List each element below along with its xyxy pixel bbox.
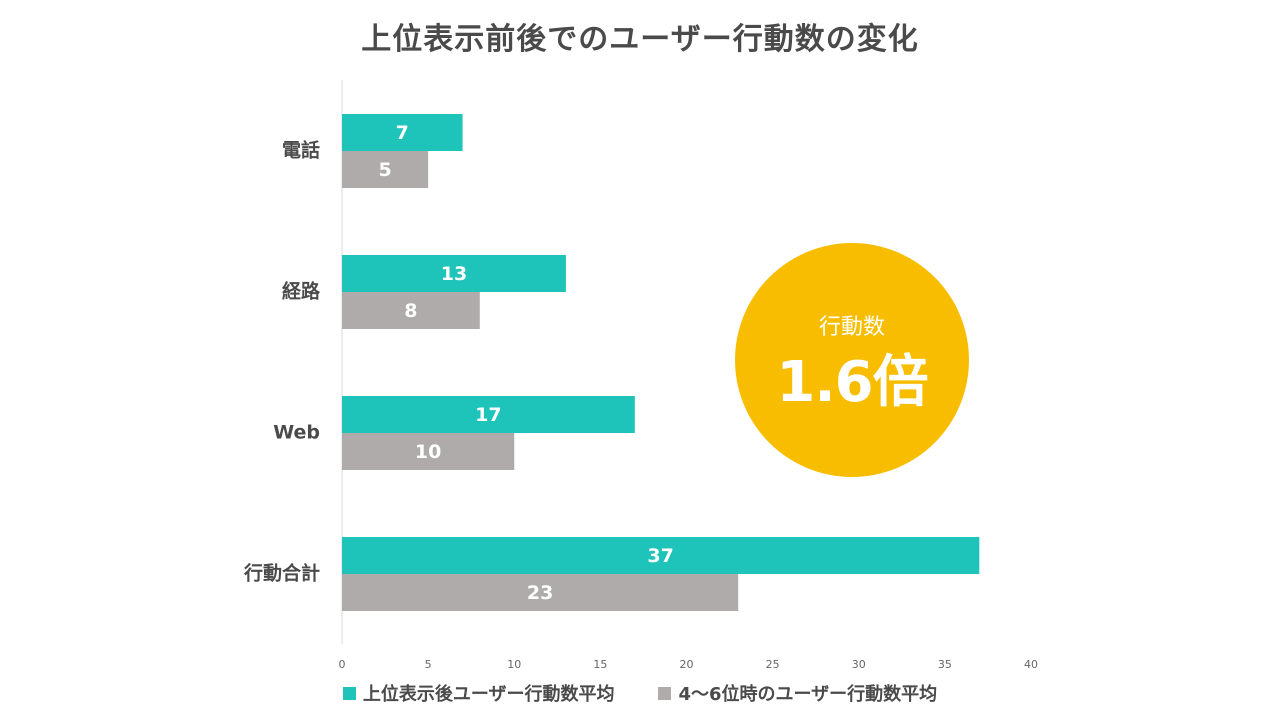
x-axis-ticks: 0 5 10 15 20 25 30 35 40: [339, 658, 1039, 671]
data-label-series-2: 10: [415, 441, 441, 463]
legend-label-series-1: 上位表示後ユーザー行動数平均: [362, 684, 615, 705]
x-tick-label: 5: [425, 658, 432, 671]
legend-swatch-series-1: [342, 686, 356, 700]
bar-series-1: [342, 396, 635, 433]
x-tick-label: 15: [593, 658, 607, 671]
x-tick-label: 25: [766, 658, 780, 671]
x-tick-label: 35: [938, 658, 952, 671]
legend-item-series-2: 4〜6位時のユーザー行動数平均: [658, 680, 937, 706]
bar-series-1: [342, 255, 566, 292]
x-tick-label: 10: [507, 658, 521, 671]
bar-series-2: [342, 574, 739, 611]
bar-series-2: [342, 151, 429, 188]
legend: 上位表示後ユーザー行動数平均 4〜6位時のユーザー行動数平均: [0, 680, 1280, 706]
callout-value: 1.6倍: [776, 350, 928, 415]
chart-title: 上位表示前後でのユーザー行動数の変化: [361, 22, 919, 57]
bars-group: 75 13 8 17 10 37 23: [342, 114, 980, 611]
ratio-callout: 行動数 1.6倍: [735, 243, 969, 477]
legend-item-series-1: 上位表示後ユーザー行動数平均: [342, 680, 615, 706]
data-label-series-2: 23: [527, 582, 553, 604]
data-label-series-1: 37: [647, 545, 673, 567]
data-label-series-1: 13: [441, 263, 467, 285]
category-label: Web: [273, 422, 320, 444]
bar-series-1: [342, 537, 980, 574]
category-label: 経路: [282, 280, 321, 303]
data-label-series-2: 5: [378, 159, 391, 181]
bar-series-2: [342, 292, 480, 329]
legend-swatch-series-2: [658, 686, 672, 700]
data-label-series-1: 7: [396, 122, 409, 144]
category-label: 電話: [282, 139, 320, 162]
data-label-series-1: 17: [475, 404, 501, 426]
x-tick-label: 20: [680, 658, 694, 671]
bar-series-2: [342, 433, 515, 470]
category-label: 行動合計: [243, 562, 320, 585]
data-label-series-2: 8: [404, 300, 417, 322]
callout-label: 行動数: [818, 315, 885, 340]
x-tick-label: 30: [852, 658, 866, 671]
bar-series-1: [342, 114, 463, 151]
x-tick-label: 40: [1024, 658, 1038, 671]
x-tick-label: 0: [339, 658, 346, 671]
legend-label-series-2: 4〜6位時のユーザー行動数平均: [678, 684, 938, 705]
